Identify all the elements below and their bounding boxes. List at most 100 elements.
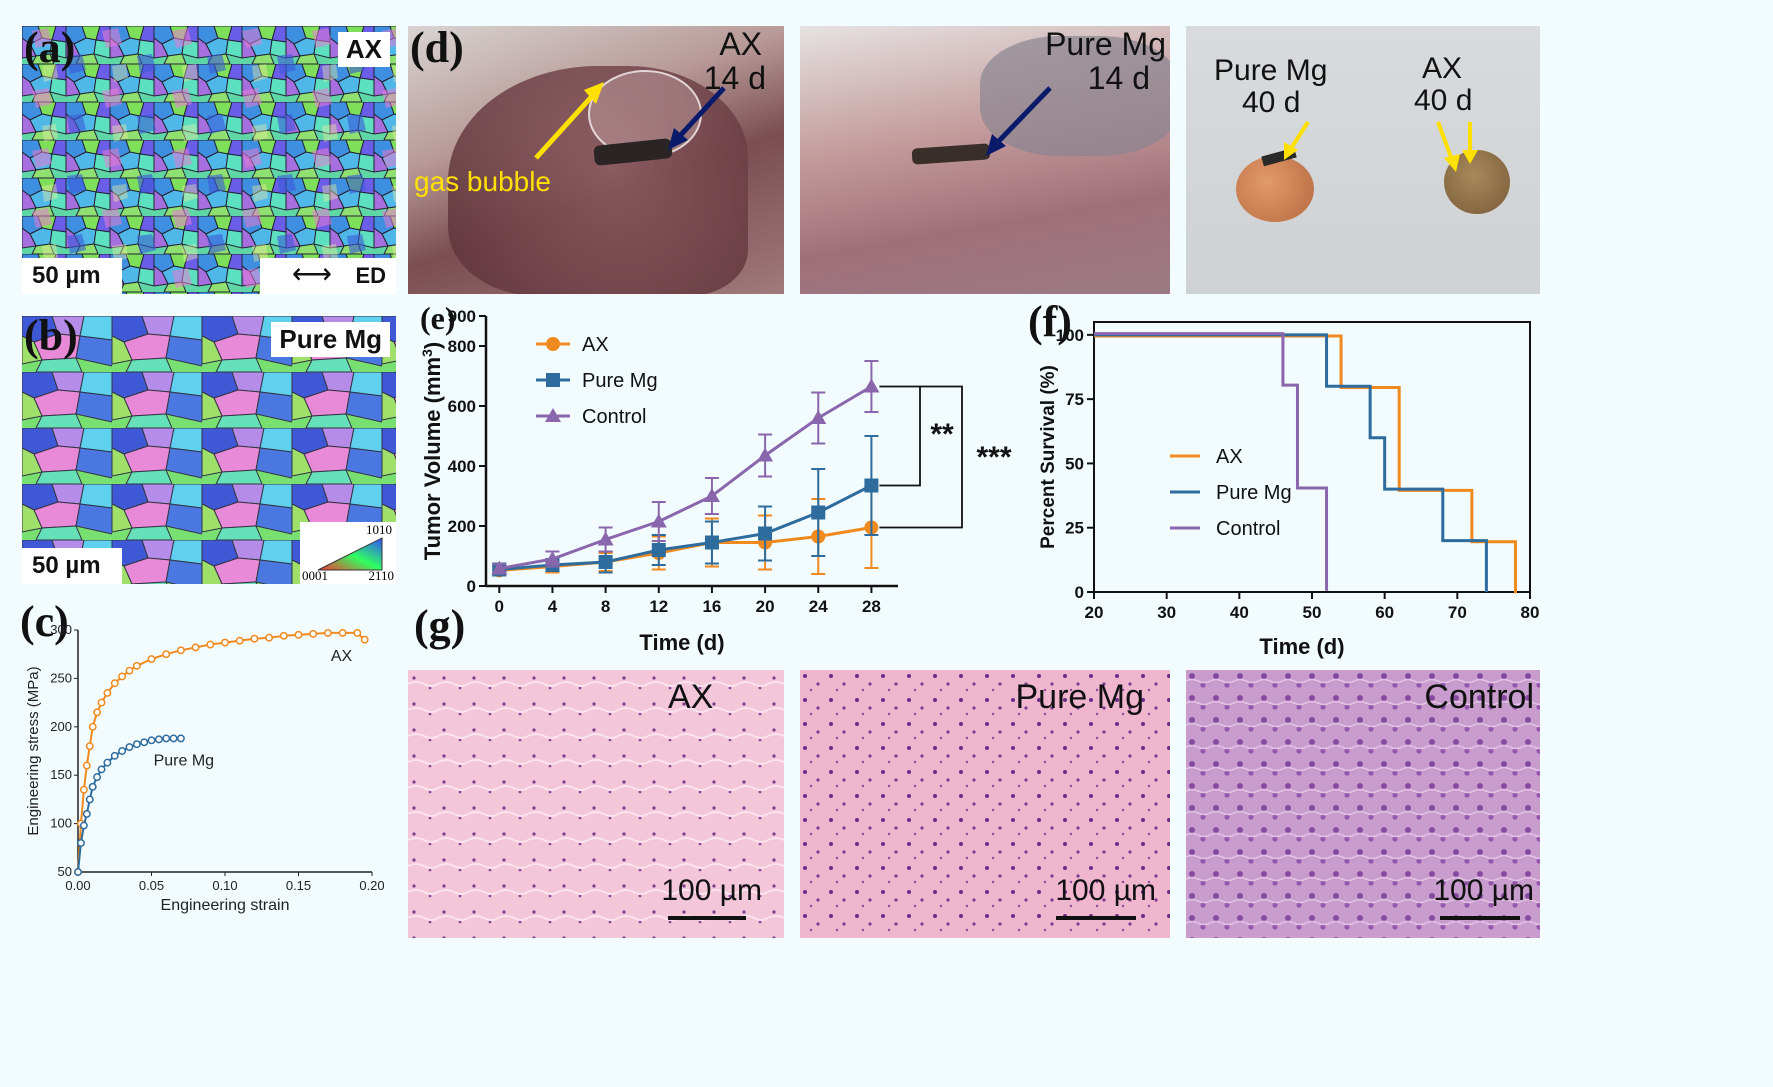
histology-control-title: Control (1424, 678, 1534, 716)
histology-control-scale: 100 µm (1433, 874, 1534, 907)
yellow-arrow-icon (1444, 154, 1460, 172)
y-tick-label: 250 (50, 670, 72, 685)
y-tick-label: 150 (50, 767, 72, 782)
data-point (125, 666, 134, 675)
legend-marker (546, 373, 560, 387)
photo-ax-arrows (534, 82, 726, 160)
data-point (88, 722, 97, 731)
data-point (250, 634, 259, 643)
tumor-volume-chart: 0 4 8 12 16 20 24 28 0 200 400 600 800 900 Time (d) Tum… (420, 307, 1012, 655)
histology-ax-scale: 100 µm (661, 874, 762, 907)
yellow-arrow-icon (1284, 142, 1298, 160)
data-point (76, 839, 85, 847)
y-tick-label: 200 (50, 719, 72, 734)
data-point (864, 478, 879, 493)
data-point (110, 751, 119, 760)
data-point (103, 758, 112, 767)
data-point (103, 688, 112, 697)
y-tick-label: 75 (1065, 390, 1084, 409)
histology-control: Control 100 µm (1186, 670, 1540, 938)
x-tick-label: 12 (649, 597, 668, 616)
histology-ax: AX 100 µm (408, 670, 784, 938)
scale-bar (668, 916, 746, 920)
significance-bracket (879, 385, 921, 487)
x-tick-label: 20 (756, 597, 775, 616)
data-point (162, 650, 171, 659)
histology-ax-title: AX (668, 678, 714, 716)
y-tick-label: 100 (50, 816, 72, 831)
x-tick-label: 20 (1085, 603, 1104, 622)
significance-bracket (879, 385, 963, 529)
legend-label-pure-mg: Pure Mg (582, 370, 658, 392)
data-point (85, 742, 94, 751)
legend-label-ax: AX (582, 334, 609, 356)
data-point (79, 785, 88, 794)
panel-label-g: (g) (414, 601, 466, 650)
data-point (757, 447, 774, 462)
y-axis-label: Tumor Volume (mm3) (420, 342, 445, 560)
y-tick-label: 100 (1056, 326, 1084, 345)
data-point (147, 655, 156, 663)
ebsd-map-ax: AX 50 µm ⟷ ED (22, 26, 396, 294)
y-tick-label: 0 (467, 577, 476, 596)
data-point (206, 640, 215, 649)
survival-line-control (1094, 332, 1329, 591)
legend-label-ax: AX (1216, 446, 1243, 468)
data-point (598, 555, 613, 569)
panel-label-b: (b) (24, 311, 78, 360)
data-point (758, 526, 773, 541)
ipf-key: 1010 0001 2110 (300, 522, 396, 584)
x-tick-label: 0.20 (359, 878, 384, 893)
panel-label-e: (e) (420, 300, 456, 336)
data-point (154, 735, 163, 744)
scale-bar-label: 50 µm (32, 552, 101, 579)
x-axis-label: Engineering strain (161, 897, 290, 914)
photo-mg-arrows (986, 86, 1052, 156)
data-point (118, 747, 127, 755)
photo-ax-subtitle: 14 d (703, 60, 766, 96)
x-tick-label: 70 (1448, 603, 1467, 622)
photo-mg-subtitle: 14 d (1087, 60, 1150, 96)
x-tick-label: 50 (1303, 603, 1322, 622)
x-tick-label: 24 (809, 597, 828, 616)
y-axis-label-main: Tumor Volume (mm (420, 357, 445, 560)
blue-arrow-icon (668, 128, 688, 150)
legend-label-control: Control (582, 406, 646, 428)
data-point (703, 488, 720, 502)
histology-pure-mg: Pure Mg 100 µm (800, 670, 1170, 938)
photo-ax-14d: AX 14 d gas bubble (408, 26, 784, 294)
x-tick-label: 0.15 (286, 878, 311, 893)
direction-label: ED (355, 263, 386, 288)
data-point (147, 736, 156, 745)
significance-label: ** (930, 418, 954, 451)
scale-bar (1440, 916, 1520, 920)
ipf-key-left: 0001 (302, 568, 328, 583)
photo-tumors-40d: Pure Mg 40 d AX 40 d (1186, 26, 1540, 294)
data-point (294, 630, 303, 639)
histology-texture (800, 670, 1170, 938)
photo-40d-subtitle-right: 40 d (1414, 84, 1473, 117)
data-point (176, 734, 185, 743)
data-point (265, 633, 274, 642)
data-point (338, 628, 347, 637)
plot-frame (1093, 321, 1531, 593)
data-point (132, 661, 141, 670)
photo-40d-title-right: AX (1422, 52, 1463, 85)
scale-bar (1056, 916, 1136, 920)
significance-label: *** (976, 441, 1011, 474)
scale-bar-box (22, 258, 122, 294)
ebsd-map-pure-mg: Pure Mg 50 µm 1010 0001 2110 (22, 316, 396, 584)
y-tick-label: 25 (1065, 519, 1084, 538)
x-tick-label: 0.05 (139, 878, 164, 893)
data-point (82, 761, 91, 770)
y-tick-label: 50 (1065, 454, 1084, 473)
survival-line-ax (1094, 334, 1517, 594)
data-point (235, 636, 244, 645)
panel-label-f: (f) (1028, 297, 1072, 346)
data-point (544, 551, 561, 565)
data-point (97, 765, 106, 774)
data-point (597, 531, 614, 546)
data-point (353, 628, 362, 637)
y-tick-label: 200 (448, 517, 476, 536)
data-point (140, 738, 149, 747)
